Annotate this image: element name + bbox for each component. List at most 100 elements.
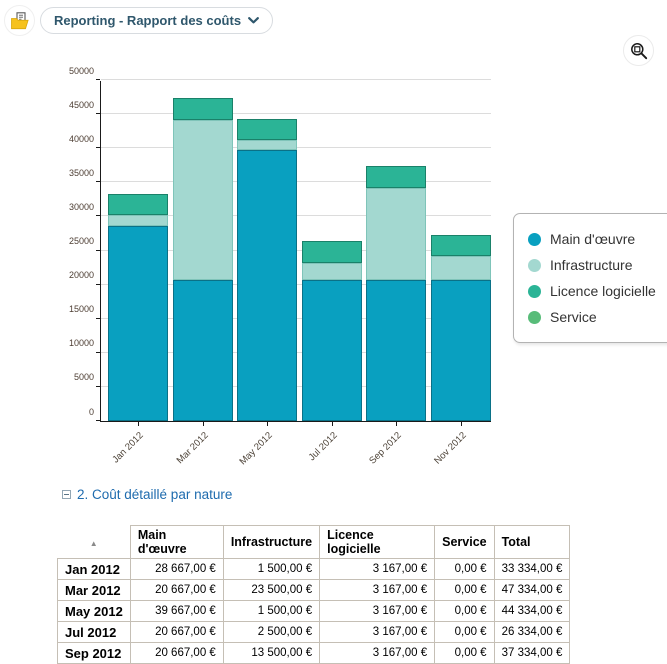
table-row: Jul 201220 667,00 €2 500,00 €3 167,00 €0… [58,622,570,643]
y-axis-tick [96,113,100,114]
legend-item-service: Service [528,309,656,325]
bar-segment-main-d'œuvre [173,280,233,421]
cost-value-cell: 2 500,00 € [223,622,319,643]
sort-asc-icon: ▲ [90,539,98,548]
gridline [101,79,491,80]
bar-segment-licence-logicielle [366,166,426,188]
report-folder-icon [10,12,30,30]
x-axis-tick [396,422,397,426]
sort-header-cell[interactable]: ▲ [58,526,131,559]
cost-value-cell: 0,00 € [435,601,494,622]
legend-color-dot [528,311,541,324]
x-axis-label: Jul 2012 [279,430,339,490]
x-axis-tick [203,422,204,426]
cost-value-cell: 3 167,00 € [320,559,435,580]
chevron-down-icon [248,17,259,24]
table-body: Jan 201228 667,00 €1 500,00 €3 167,00 €0… [58,559,570,664]
bar-segment-licence-logicielle [431,235,491,257]
y-axis-label: 5000 [54,372,94,382]
x-axis-tick [267,422,268,426]
row-label: May 2012 [58,601,131,622]
cost-value-cell: 1 500,00 € [223,559,319,580]
cost-value-cell: 3 167,00 € [320,643,435,664]
cost-value-cell: 33 334,00 € [494,559,570,580]
cost-value-cell: 0,00 € [435,580,494,601]
column-header-service[interactable]: Service [435,526,494,559]
row-label: Sep 2012 [58,643,131,664]
cost-value-cell: 0,00 € [435,559,494,580]
row-label: Jul 2012 [58,622,131,643]
x-axis-label: Sep 2012 [344,430,404,490]
bar-segment-licence-logicielle [302,241,362,263]
bar-segment-main-d'œuvre [431,280,491,421]
report-folder-button[interactable] [4,5,35,36]
magnifier-icon [630,42,648,60]
column-header-main-d'œuvre[interactable]: Main d'œuvre [130,526,223,559]
y-axis-label: 35000 [54,168,94,178]
cost-detail-table: ▲ Main d'œuvreInfrastructureLicence logic… [57,525,570,664]
table-row: Mar 201220 667,00 €23 500,00 €3 167,00 €… [58,580,570,601]
column-header-infrastructure[interactable]: Infrastructure [223,526,319,559]
legend-label: Service [550,309,597,325]
legend-label: Infrastructure [550,257,632,273]
cost-value-cell: 20 667,00 € [130,580,223,601]
legend-item-main-d'œuvre: Main d'œuvre [528,231,656,247]
chart-zoom-button[interactable] [623,35,654,66]
y-axis-label: 10000 [54,338,94,348]
cost-value-cell: 13 500,00 € [223,643,319,664]
bar-segment-main-d'œuvre [237,150,297,421]
y-axis-label: 30000 [54,202,94,212]
y-axis-label: 20000 [54,270,94,280]
x-axis-tick [461,422,462,426]
report-selector-label: Reporting - Rapport des coûts [54,13,241,28]
x-axis-tick [138,422,139,426]
cost-value-cell: 3 167,00 € [320,601,435,622]
bar-segment-infrastructure [173,120,233,280]
bar-segment-main-d'œuvre [108,226,168,422]
y-axis-label: 50000 [54,66,94,76]
table-header: ▲ Main d'œuvreInfrastructureLicence logic… [58,526,570,559]
legend-item-infrastructure: Infrastructure [528,257,656,273]
bar-segment-infrastructure [108,215,168,225]
x-axis-label: Mar 2012 [150,430,210,490]
section-title: 2. Coût détaillé par nature [77,487,232,502]
x-axis-label: Nov 2012 [408,430,468,490]
y-axis-label: 15000 [54,304,94,314]
cost-value-cell: 28 667,00 € [130,559,223,580]
cost-value-cell: 20 667,00 € [130,622,223,643]
stacked-bar-jul-2012 [302,241,362,421]
stacked-bar-sep-2012 [366,166,426,421]
table-row: Jan 201228 667,00 €1 500,00 €3 167,00 €0… [58,559,570,580]
y-axis-tick [96,318,100,319]
y-axis-tick [96,181,100,182]
y-axis-tick [96,352,100,353]
bar-segment-infrastructure [302,263,362,280]
row-label: Jan 2012 [58,559,131,580]
collapse-section-icon[interactable] [62,490,71,499]
bar-segment-infrastructure [431,256,491,280]
table-row: May 201239 667,00 €1 500,00 €3 167,00 €0… [58,601,570,622]
section-heading: 2. Coût détaillé par nature [62,487,232,502]
bar-segment-infrastructure [237,140,297,150]
cost-value-cell: 23 500,00 € [223,580,319,601]
column-header-licence-logicielle[interactable]: Licence logicielle [320,526,435,559]
stacked-bar-may-2012 [237,119,297,421]
cost-value-cell: 44 334,00 € [494,601,570,622]
y-axis-tick [96,147,100,148]
report-selector-dropdown[interactable]: Reporting - Rapport des coûts [40,7,273,34]
y-axis-tick [96,284,100,285]
y-axis-label: 40000 [54,134,94,144]
x-axis-tick [332,422,333,426]
x-axis-label: Jan 2012 [86,430,146,490]
column-header-total[interactable]: Total [494,526,570,559]
row-label: Mar 2012 [58,580,131,601]
cost-value-cell: 26 334,00 € [494,622,570,643]
y-axis-tick [96,79,100,80]
cost-value-cell: 39 667,00 € [130,601,223,622]
chart-legend: Main d'œuvre Infrastructure Licence logici… [513,213,667,343]
cost-value-cell: 37 334,00 € [494,643,570,664]
cost-value-cell: 3 167,00 € [320,580,435,601]
legend-label: Main d'œuvre [550,231,635,247]
legend-label: Licence logicielle [550,283,656,299]
legend-color-dot [528,259,541,272]
